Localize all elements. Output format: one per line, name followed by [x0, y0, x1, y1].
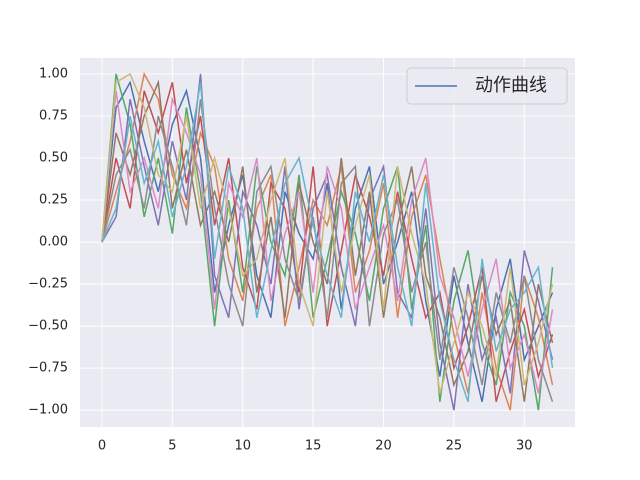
- y-tick-label: −0.25: [28, 277, 68, 292]
- y-tick-label: 1.00: [39, 66, 68, 81]
- x-tick-label: 5: [168, 439, 176, 454]
- y-tick-label: −1.00: [28, 403, 68, 418]
- x-tick-label: 20: [375, 439, 392, 454]
- series-line: [101, 82, 554, 402]
- y-tick-label: −0.75: [28, 361, 68, 376]
- series-line: [101, 72, 554, 394]
- x-tick-label: 15: [305, 439, 322, 454]
- y-tick-label: 0.50: [39, 151, 68, 166]
- x-tick-label: 30: [516, 439, 533, 454]
- legend-box: [406, 67, 568, 105]
- x-tick-label: 0: [98, 439, 106, 454]
- y-tick-label: 0.75: [39, 108, 68, 123]
- series-line: [101, 99, 554, 403]
- series-line: [101, 90, 554, 394]
- y-tick-label: 0.25: [39, 193, 68, 208]
- legend-label: 动作曲线: [475, 75, 547, 96]
- y-tick-label: 0.00: [39, 235, 68, 250]
- y-tick-label: −0.50: [28, 319, 68, 334]
- x-tick-label: 10: [234, 439, 251, 454]
- series-line: [101, 82, 554, 403]
- x-tick-label: 25: [446, 439, 463, 454]
